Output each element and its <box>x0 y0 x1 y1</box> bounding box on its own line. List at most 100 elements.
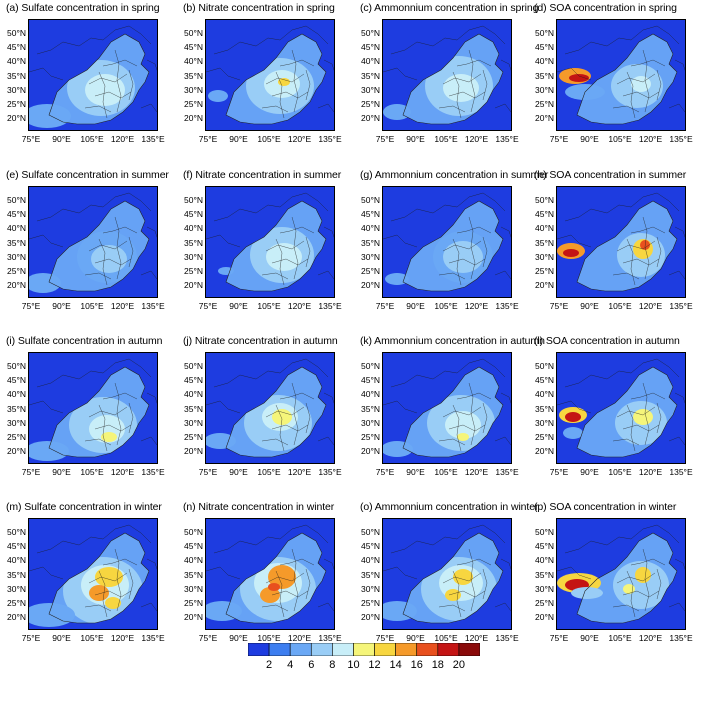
latitude-tick-label: 40°N <box>7 555 26 566</box>
longitude-tick-label: 120°E <box>638 633 663 643</box>
border-line <box>279 226 315 234</box>
border-line <box>271 424 309 432</box>
border-line <box>271 91 309 99</box>
latitude-tick-label: 20°N <box>7 446 26 457</box>
latitude-tick-label: 45°N <box>361 375 380 386</box>
longitude-tick-label: 75°E <box>198 467 218 477</box>
border-line <box>468 49 476 113</box>
region-outline <box>48 200 150 292</box>
border-line <box>438 438 466 446</box>
latitude-tick-label: 50°N <box>535 361 554 371</box>
latitude-tick-label: 20°N <box>535 446 554 457</box>
latitude-tick-label: 45°N <box>361 42 380 53</box>
border-line <box>84 438 112 446</box>
latitude-tick-label: 50°N <box>361 361 380 371</box>
border-line <box>279 558 315 566</box>
border-line <box>642 49 650 113</box>
panel-title: (h) SOA concentration in summer <box>534 169 687 181</box>
longitude-tick-label: 120°E <box>287 467 312 477</box>
border-line <box>279 392 315 400</box>
longitude-tick-label: 105°E <box>80 633 104 643</box>
latitude-tick-label: 20°N <box>184 280 203 291</box>
map-panel: (f) Nitrate concentration in summer 50°N 4… <box>177 167 353 333</box>
colorbar-segment <box>395 643 418 656</box>
longitude-tick-label: 75°E <box>375 301 395 311</box>
map-panel: (a) Sulfate concentration in spring 50°N 4… <box>0 0 176 166</box>
concentration-map <box>28 186 158 298</box>
concentration-contour <box>95 567 123 587</box>
border-line <box>668 270 685 280</box>
border-line <box>140 436 157 446</box>
panel-title: (j) Nitrate concentration in autumn <box>183 335 338 347</box>
colorbar-tick-label: 8 <box>329 659 336 671</box>
latitude-tick-label: 30°N <box>361 417 380 428</box>
border-line <box>557 400 592 414</box>
latitude-tick-label: 50°N <box>7 28 26 38</box>
border-line <box>390 25 506 55</box>
latitude-tick-label: 25°N <box>535 99 554 109</box>
border-line <box>390 192 506 222</box>
concentration-map <box>205 352 335 464</box>
border-line <box>36 25 152 55</box>
border-line <box>622 424 660 432</box>
border-line <box>146 59 157 71</box>
border-line <box>146 392 157 404</box>
border-line <box>291 49 299 113</box>
border-line <box>500 59 511 71</box>
concentration-map <box>556 352 686 464</box>
border-line <box>642 382 650 446</box>
border-line <box>616 240 656 252</box>
border-line <box>456 226 492 234</box>
latitude-tick-label: 20°N <box>361 280 380 291</box>
border-line <box>291 548 299 612</box>
border-line <box>271 590 309 598</box>
longitude-tick-label: 135°E <box>669 134 693 144</box>
colorbar <box>248 643 480 656</box>
border-line <box>213 192 329 222</box>
longitude-tick-label: 75°E <box>549 134 569 144</box>
longitude-tick-label: 105°E <box>80 134 104 144</box>
colorbar-segment <box>289 643 312 656</box>
longitude-tick-label: 105°E <box>80 301 104 311</box>
latitude-tick-label: 45°N <box>535 541 554 552</box>
latitude-tick-label: 25°N <box>535 598 554 608</box>
longitude-tick-label: 90°E <box>580 633 599 643</box>
latitude-tick-label: 20°N <box>184 612 203 623</box>
colorbar-tick-label: 20 <box>452 659 466 671</box>
latitude-tick-label: 20°N <box>361 113 380 124</box>
colorbar-tick-label: 10 <box>347 659 360 671</box>
longitude-tick-label: 120°E <box>464 467 489 477</box>
longitude-tick-label: 105°E <box>608 134 632 144</box>
latitude-tick-label: 20°N <box>361 446 380 457</box>
longitude-tick-label: 120°E <box>638 134 663 144</box>
latitude-tick-label: 35°N <box>535 70 554 81</box>
latitude-tick-label: 30°N <box>361 84 380 95</box>
border-line <box>29 566 64 580</box>
latitude-tick-label: 35°N <box>184 237 203 248</box>
border-line <box>668 602 685 612</box>
latitude-tick-label: 35°N <box>7 70 26 81</box>
longitude-tick-label: 90°E <box>52 467 71 477</box>
panel-title: (g) Ammonnium concentration in summer <box>360 169 549 181</box>
concentration-map <box>556 19 686 131</box>
concentration-contour <box>29 441 69 461</box>
border-line <box>622 258 660 266</box>
panel-title: (f) Nitrate concentration in summer <box>183 169 342 181</box>
longitude-tick-label: 90°E <box>406 134 425 144</box>
latitude-tick-label: 40°N <box>361 555 380 566</box>
latitude-tick-label: 50°N <box>535 28 554 38</box>
concentration-contour <box>443 241 483 273</box>
latitude-tick-label: 25°N <box>535 266 554 276</box>
longitude-tick-label: 135°E <box>495 467 519 477</box>
border-line <box>206 234 241 248</box>
concentration-contour <box>457 433 469 441</box>
border-line <box>468 548 476 612</box>
longitude-tick-label: 135°E <box>669 467 693 477</box>
concentration-contour <box>208 90 228 102</box>
border-line <box>564 25 680 55</box>
concentration-contour <box>571 587 603 599</box>
longitude-tick-label: 105°E <box>608 633 632 643</box>
border-line <box>494 602 511 612</box>
border-line <box>213 25 329 55</box>
latitude-tick-label: 35°N <box>535 403 554 414</box>
